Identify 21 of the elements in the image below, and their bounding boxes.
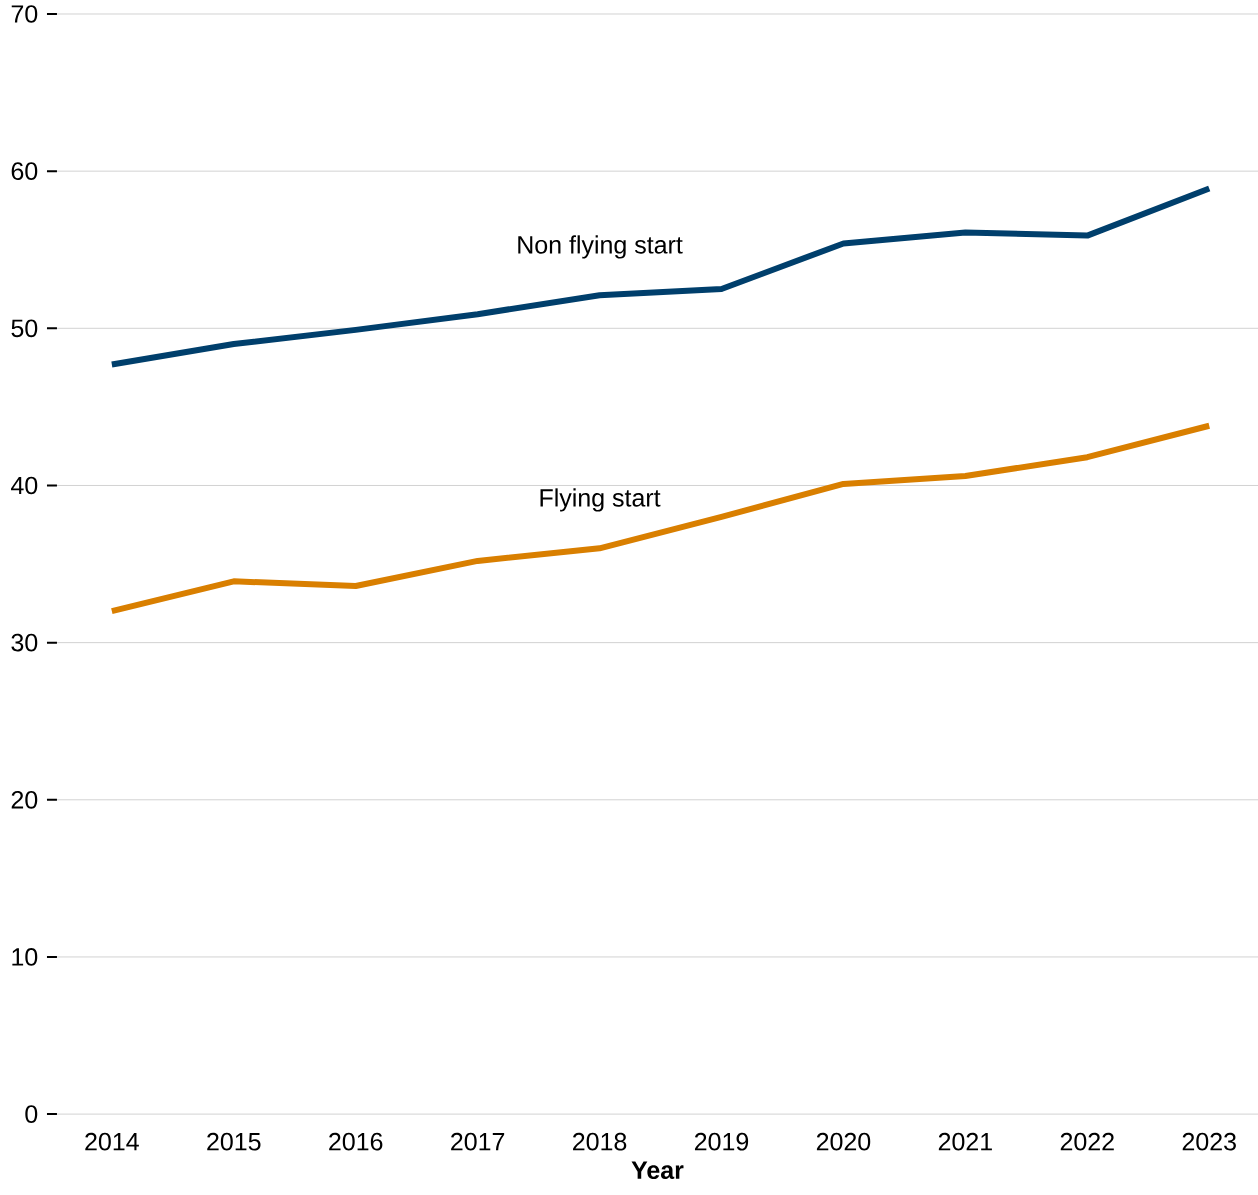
x-axis-title: Year (631, 1161, 684, 1179)
y-tick-label: 50 (11, 319, 38, 338)
x-tick-label: 2021 (938, 1132, 992, 1151)
x-tick-label: 2017 (451, 1132, 505, 1151)
series-label: Non flying start (518, 235, 683, 259)
y-tick-label: 10 (12, 948, 38, 966)
x-tick-label: 2018 (573, 1132, 627, 1151)
y-tick-label: 0 (25, 1105, 38, 1123)
y-tick-label: 70 (11, 5, 38, 23)
x-tick-label: 2023 (1182, 1132, 1236, 1151)
x-tick-label: 2020 (816, 1132, 871, 1151)
y-tick-label: 40 (11, 476, 38, 495)
y-tick-label: 30 (11, 633, 38, 652)
y-tick-label: 60 (11, 162, 38, 180)
y-tick-label: 20 (11, 790, 38, 809)
series-label: Flying start (540, 488, 661, 512)
x-tick-label: 2015 (207, 1132, 261, 1151)
x-tick-label: 2016 (329, 1132, 383, 1151)
x-tick-label: 2022 (1060, 1132, 1114, 1151)
x-tick-label: 2019 (694, 1132, 749, 1151)
x-tick-label: 2014 (85, 1132, 139, 1151)
